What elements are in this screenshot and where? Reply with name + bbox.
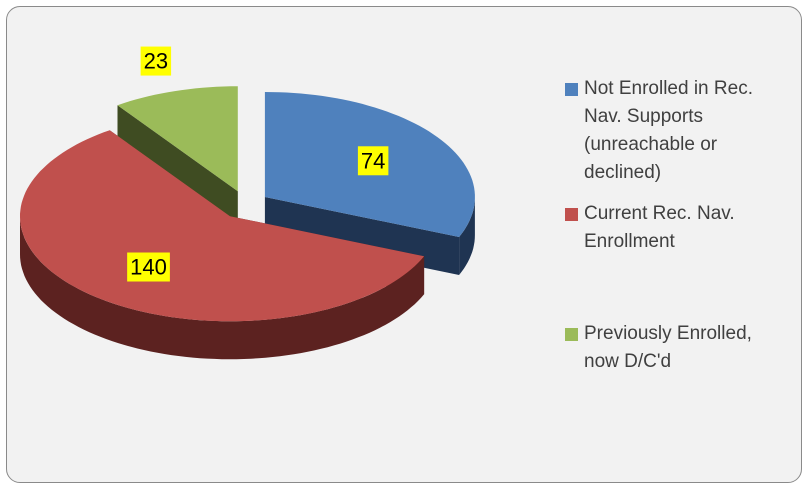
slice bbox=[20, 130, 425, 322]
legend-item: Not Enrolled in Rec. Nav. Supports (unre… bbox=[565, 75, 795, 187]
slice-side bbox=[20, 216, 425, 360]
value-label-bg bbox=[140, 46, 172, 76]
value-label-bg bbox=[127, 252, 170, 282]
legend-swatch bbox=[565, 208, 578, 221]
legend-swatch bbox=[565, 328, 578, 341]
legend-item: Current Rec. Nav. Enrollment bbox=[565, 200, 780, 256]
slice-edge bbox=[117, 105, 238, 230]
legend-swatch bbox=[565, 83, 578, 96]
slice-side bbox=[459, 197, 475, 275]
value-label: 140 bbox=[130, 255, 167, 280]
value-label: 74 bbox=[361, 148, 385, 173]
legend-label: Current Rec. Nav. Enrollment bbox=[584, 203, 735, 252]
slice bbox=[117, 86, 238, 192]
value-label-bg bbox=[357, 146, 389, 176]
legend-label: Not Enrolled in Rec. Nav. Supports (unre… bbox=[584, 78, 753, 183]
legend-item: Previously Enrolled, now D/C'd bbox=[565, 320, 780, 376]
value-label: 23 bbox=[144, 49, 168, 74]
legend-label: Previously Enrolled, now D/C'd bbox=[584, 323, 752, 372]
